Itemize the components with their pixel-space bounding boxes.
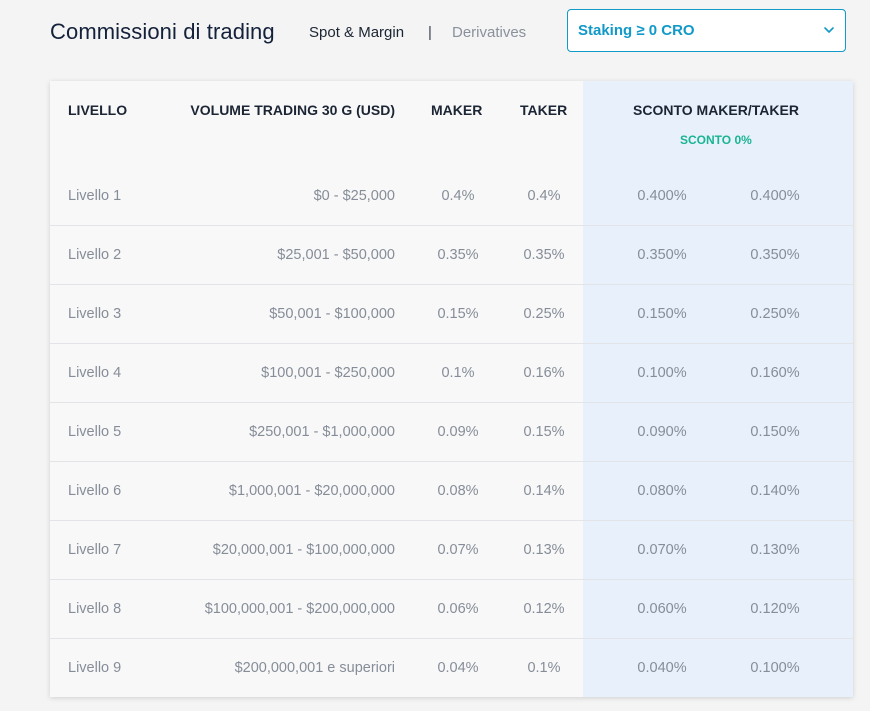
row-volume: $25,001 - $50,000 [277, 247, 395, 263]
discount-column-background [583, 81, 853, 697]
row-discounted-taker-fee: 0.130% [750, 542, 800, 558]
column-header-discount: SCONTO MAKER/TAKER [633, 102, 799, 118]
row-maker-fee: 0.4% [441, 188, 475, 204]
row-maker-fee: 0.1% [441, 365, 475, 381]
row-taker-fee: 0.16% [523, 365, 565, 381]
tab-spot-margin[interactable]: Spot & Margin [309, 24, 405, 41]
table-row: Livello 4 $100,001 - $250,000 0.1% 0.16% 0.1… [50, 344, 853, 403]
row-level: Livello 8 [68, 601, 122, 617]
row-discounted-maker-fee: 0.400% [637, 188, 687, 204]
row-discounted-taker-fee: 0.140% [750, 483, 800, 499]
table-row: Livello 2 $25,001 - $50,000 0.35% 0.35% 0.35… [50, 226, 853, 285]
row-taker-fee: 0.12% [523, 601, 565, 617]
table-row: Livello 1 $0 - $25,000 0.4% 0.4% 0.400% 0.400… [50, 167, 853, 226]
row-level: Livello 3 [68, 306, 122, 322]
row-maker-fee: 0.04% [437, 660, 479, 676]
table-row: Livello 8 $100,000,001 - $200,000,000 0.06… [50, 580, 853, 639]
page-title: Commissioni di trading [50, 19, 275, 44]
row-taker-fee: 0.35% [523, 247, 565, 263]
row-level: Livello 2 [68, 247, 122, 263]
row-maker-fee: 0.15% [437, 306, 479, 322]
row-level: Livello 9 [68, 660, 122, 676]
row-level: Livello 1 [68, 188, 122, 204]
row-level: Livello 5 [68, 424, 122, 440]
column-header-maker: MAKER [431, 102, 483, 118]
row-discounted-taker-fee: 0.120% [750, 601, 800, 617]
row-taker-fee: 0.14% [523, 483, 565, 499]
table-row: Livello 3 $50,001 - $100,000 0.15% 0.25% 0.1… [50, 285, 853, 344]
row-volume: $50,001 - $100,000 [269, 306, 395, 322]
row-taker-fee: 0.4% [527, 188, 561, 204]
staking-dropdown[interactable]: Staking ≥ 0 CRO [567, 9, 846, 52]
row-taker-fee: 0.13% [523, 542, 565, 558]
row-maker-fee: 0.09% [437, 424, 479, 440]
row-discounted-maker-fee: 0.090% [637, 424, 687, 440]
table-row: Livello 9 $200,000,001 e superiori 0.04% 0.… [50, 639, 853, 697]
row-level: Livello 4 [68, 365, 122, 381]
column-header-level: LIVELLO [68, 102, 128, 118]
column-header-taker: TAKER [520, 102, 568, 118]
row-discounted-taker-fee: 0.100% [750, 660, 800, 676]
row-volume: $100,001 - $250,000 [261, 365, 395, 381]
staking-dropdown-value: Staking ≥ 0 CRO [578, 22, 695, 39]
row-maker-fee: 0.06% [437, 601, 479, 617]
row-discounted-maker-fee: 0.070% [637, 542, 687, 558]
column-header-volume: VOLUME TRADING 30 G (USD) [190, 102, 395, 118]
row-discounted-maker-fee: 0.080% [637, 483, 687, 499]
row-level: Livello 6 [68, 483, 122, 499]
row-maker-fee: 0.35% [437, 247, 479, 263]
row-discounted-taker-fee: 0.250% [750, 306, 800, 322]
row-volume: $1,000,001 - $20,000,000 [228, 483, 395, 499]
row-discounted-taker-fee: 0.350% [750, 247, 800, 263]
row-taker-fee: 0.25% [523, 306, 565, 322]
fees-table: LIVELLO VOLUME TRADING 30 G (USD) MAKER … [50, 81, 853, 697]
discount-subheader: SCONTO 0% [680, 133, 752, 147]
row-maker-fee: 0.07% [437, 542, 479, 558]
page-header: Commissioni di trading Spot & Margin | D… [0, 0, 870, 70]
table-row: Livello 7 $20,000,001 - $100,000,000 0.07%… [50, 521, 853, 580]
row-volume: $20,000,001 - $100,000,000 [212, 542, 395, 558]
row-discounted-maker-fee: 0.060% [637, 601, 687, 617]
row-volume: $250,001 - $1,000,000 [249, 424, 395, 440]
tab-derivatives[interactable]: Derivatives [452, 24, 527, 41]
row-taker-fee: 0.1% [527, 660, 561, 676]
row-level: Livello 7 [68, 542, 122, 558]
row-volume: $100,000,001 - $200,000,000 [204, 601, 395, 617]
row-volume: $0 - $25,000 [313, 188, 395, 204]
table-row: Livello 5 $250,001 - $1,000,000 0.09% 0.15%… [50, 403, 853, 462]
row-volume: $200,000,001 e superiori [234, 660, 395, 676]
row-taker-fee: 0.15% [523, 424, 565, 440]
row-discounted-taker-fee: 0.160% [750, 365, 800, 381]
row-discounted-taker-fee: 0.400% [750, 188, 800, 204]
row-discounted-maker-fee: 0.350% [637, 247, 687, 263]
row-discounted-maker-fee: 0.150% [637, 306, 687, 322]
row-discounted-maker-fee: 0.040% [637, 660, 687, 676]
row-discounted-taker-fee: 0.150% [750, 424, 800, 440]
chevron-down-icon [824, 27, 834, 33]
table-row: Livello 6 $1,000,001 - $20,000,000 0.08% 0.… [50, 462, 853, 521]
row-discounted-maker-fee: 0.100% [637, 365, 687, 381]
tab-separator: | [428, 24, 432, 41]
row-maker-fee: 0.08% [437, 483, 479, 499]
